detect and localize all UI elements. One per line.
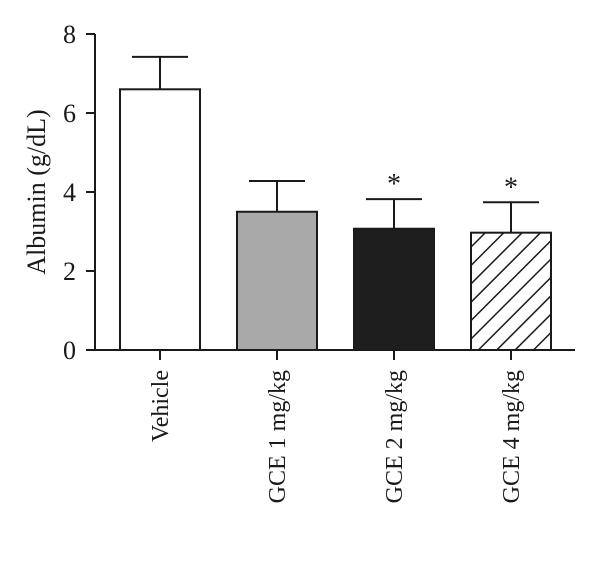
category-label: Vehicle xyxy=(148,370,174,442)
significance-marker: * xyxy=(504,172,518,203)
significance-marker: * xyxy=(387,169,401,200)
y-tick-label: 0 xyxy=(63,336,76,365)
significance-markers: * * xyxy=(387,169,518,203)
bar xyxy=(236,210,318,351)
y-tick-label: 6 xyxy=(63,99,76,128)
bar xyxy=(119,88,201,352)
category-label: GCE 4 mg/kg xyxy=(499,370,525,503)
bar xyxy=(353,227,435,351)
y-axis-ticks: 0 2 4 6 8 xyxy=(63,20,95,365)
bars xyxy=(119,88,552,352)
y-axis-title: Albumin (g/dL) xyxy=(22,109,51,274)
y-tick-label: 8 xyxy=(63,20,76,49)
bar xyxy=(470,231,552,351)
category-label: GCE 1 mg/kg xyxy=(265,370,291,503)
y-tick-label: 2 xyxy=(63,257,76,286)
error-bars xyxy=(132,55,539,233)
category-label: GCE 2 mg/kg xyxy=(382,370,408,503)
x-axis-labels: Vehicle GCE 1 mg/kg GCE 2 mg/kg GCE 4 mg/kg xyxy=(148,350,525,503)
y-tick-label: 4 xyxy=(63,178,76,207)
